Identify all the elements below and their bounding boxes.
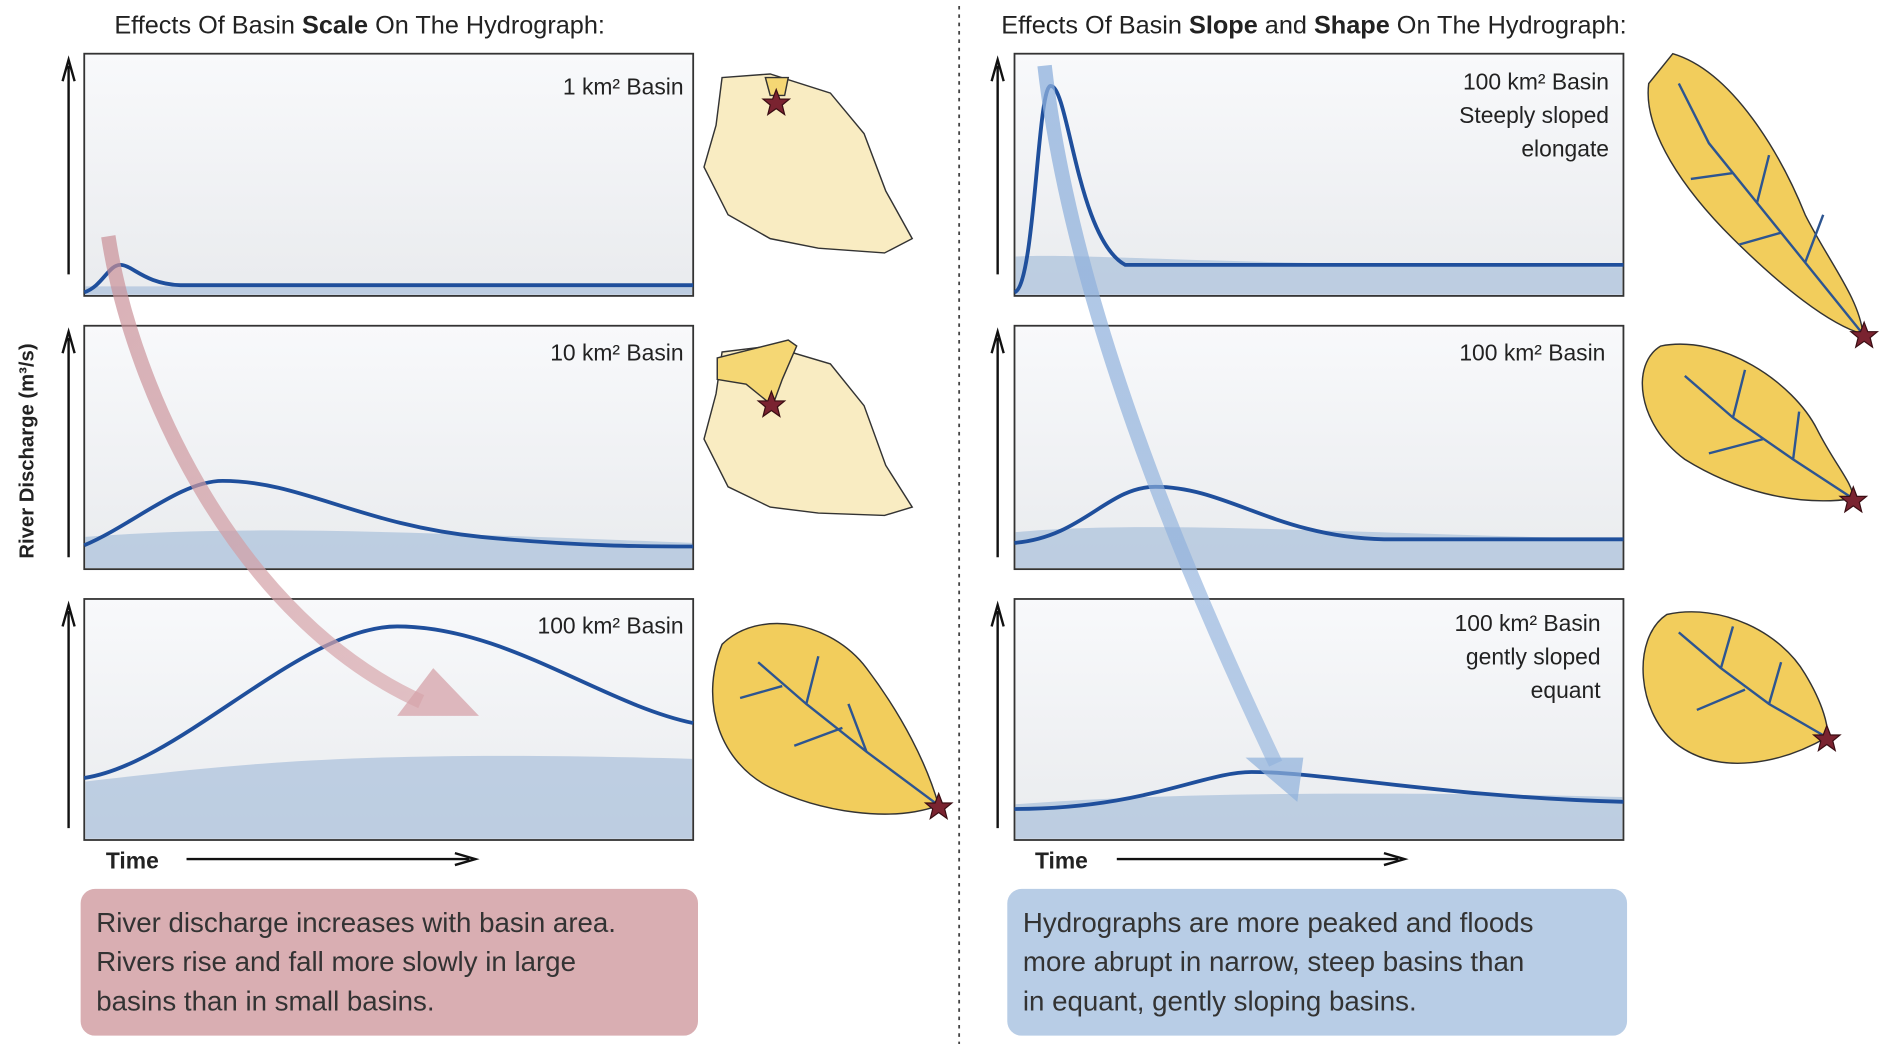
panel-label: 1 km² Basin	[563, 73, 684, 99]
x-axis-label: Time	[106, 848, 159, 874]
panel-label: gently sloped	[1466, 644, 1601, 670]
caption-line: more abrupt in narrow, steep basins than	[1023, 946, 1524, 977]
right-panel-part	[992, 60, 1004, 275]
panel-label: 100 km² Basin	[1459, 339, 1605, 365]
panel-label: equant	[1531, 677, 1602, 703]
title-part: and	[1258, 12, 1314, 40]
left-panel-part	[85, 286, 692, 294]
right-panel-part	[992, 332, 1004, 558]
basin-icon-part	[704, 74, 912, 253]
caption-line: in equant, gently sloping basins.	[1023, 986, 1417, 1017]
title-part: Effects Of Basin	[114, 12, 302, 40]
title-part: On The Hydrograph:	[1390, 12, 1627, 40]
x-axis-label: Time	[1035, 848, 1088, 874]
basin-icon-part	[1643, 612, 1827, 763]
left-panel-part	[63, 605, 75, 828]
title-part: Shape	[1314, 12, 1390, 40]
title-part: Effects Of Basin	[1001, 12, 1189, 40]
caption-line: Rivers rise and fall more slowly in larg…	[96, 946, 576, 977]
right-panels	[992, 54, 1624, 865]
right-title: Effects Of Basin Slope and Shape On The …	[1001, 12, 1626, 40]
caption-line: basins than in small basins.	[96, 986, 434, 1017]
title-part: Scale	[302, 12, 368, 40]
left-panels	[63, 54, 694, 865]
panel-label: Steeply sloped	[1459, 102, 1609, 128]
left-panel-part	[187, 853, 476, 865]
caption-line: Hydrographs are more peaked and floods	[1023, 907, 1534, 938]
figure: Effects Of Basin Scale On The Hydrograph…	[0, 0, 1887, 1050]
panel-label: 100 km² Basin	[1455, 610, 1601, 636]
basin-icon-part	[1648, 54, 1863, 334]
panel-label: 10 km² Basin	[550, 339, 683, 365]
right-panel-part	[992, 605, 1004, 828]
title-part: On The Hydrograph:	[368, 12, 605, 40]
page: {"left": {"title": ["Effects Of Basin ",…	[0, 0, 1887, 1050]
left-panel-part	[63, 60, 75, 275]
left-panel-part	[63, 332, 75, 558]
y-axis-label: River Discharge (m³/s)	[17, 343, 39, 558]
panel-label: elongate	[1521, 135, 1609, 161]
title-part: Slope	[1189, 12, 1258, 40]
left-title: Effects Of Basin Scale On The Hydrograph…	[114, 12, 605, 40]
panel-label: 100 km² Basin	[538, 613, 684, 639]
caption-line: River discharge increases with basin are…	[96, 907, 616, 938]
panel-label: 100 km² Basin	[1463, 69, 1609, 95]
right-panel-part	[1117, 853, 1405, 865]
